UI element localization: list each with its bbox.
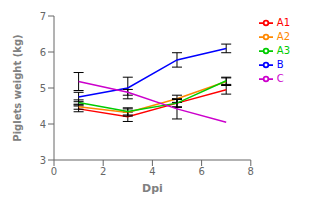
html-text:A2: A2	[276, 31, 290, 42]
svg-text:Piglets weight (kg): Piglets weight (kg)	[12, 34, 23, 141]
html-text:B: B	[276, 59, 284, 70]
svg-text:6: 6	[40, 47, 46, 58]
svg-text:4: 4	[40, 119, 46, 130]
svg-text:7: 7	[40, 11, 46, 22]
html-text:A3: A3	[276, 45, 290, 56]
svg-text:Dpi: Dpi	[142, 182, 163, 195]
svg-text:5: 5	[40, 83, 46, 94]
svg-text:2: 2	[100, 166, 106, 177]
svg-text:4: 4	[149, 166, 155, 177]
html-text:A1: A1	[276, 17, 290, 28]
html-text:C: C	[276, 73, 284, 84]
svg-text:3: 3	[40, 155, 46, 166]
svg-text:6: 6	[198, 166, 204, 177]
svg-text:8: 8	[248, 166, 254, 177]
svg-text:0: 0	[51, 166, 57, 177]
